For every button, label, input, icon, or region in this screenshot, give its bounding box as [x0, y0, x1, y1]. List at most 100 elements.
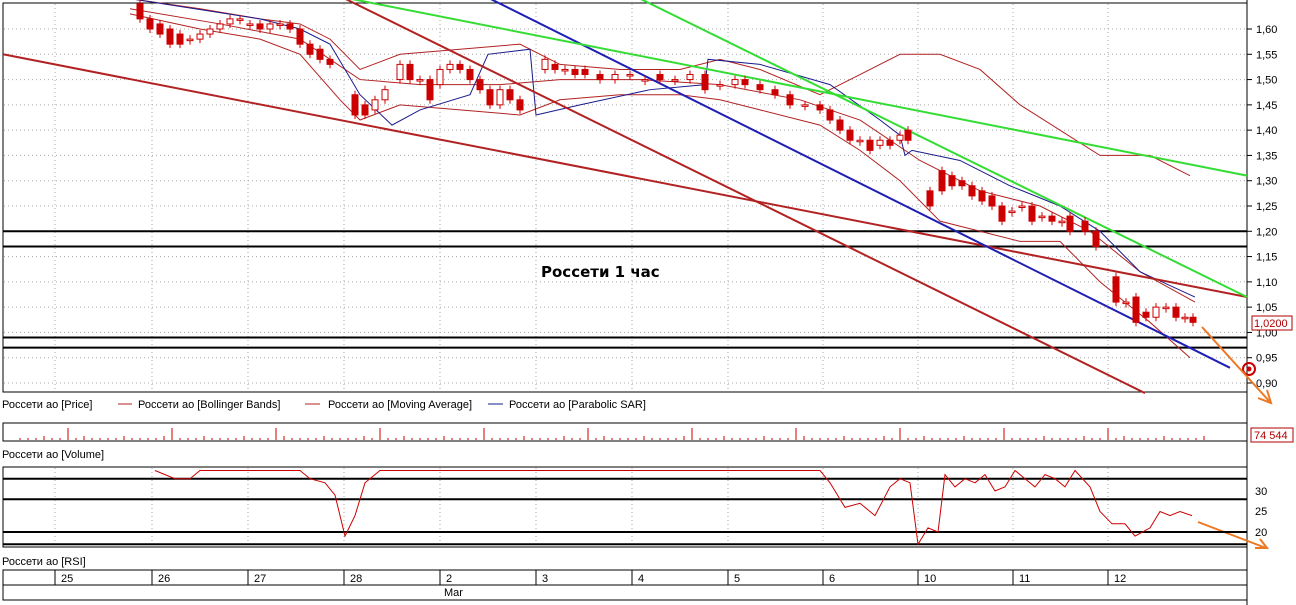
legend: Россети ао [Price] Россети ао [Bollinger… [2, 399, 646, 411]
y-tick-label: 1,20 [1256, 226, 1277, 238]
candle-body [926, 190, 934, 207]
candle-body [476, 79, 484, 91]
candle-body [1008, 210, 1016, 214]
date-label: 27 [254, 573, 266, 585]
candle-body [581, 68, 589, 76]
candle-body [551, 63, 559, 70]
y-tick-label: 1,40 [1256, 125, 1277, 137]
candle-body [1092, 230, 1100, 247]
y-tick-label: 1,05 [1256, 302, 1277, 314]
y-tick-label: 0,95 [1256, 353, 1277, 365]
volume-bars [19, 428, 1205, 440]
y-tick-label: 1,30 [1256, 176, 1277, 188]
candle-body [216, 23, 224, 30]
forecast-arrow-price [1201, 326, 1271, 403]
candle-body [1018, 205, 1026, 208]
candle-body [1132, 296, 1140, 323]
price-candles [136, 0, 1197, 327]
candle-body [1152, 306, 1160, 318]
candle-body [904, 129, 912, 141]
candle-body [786, 94, 794, 106]
last-price-badge [1251, 315, 1293, 331]
candle-body [866, 139, 874, 151]
candle-body [1028, 205, 1036, 222]
candle-body [226, 18, 234, 25]
trend-line-blue [490, 0, 1231, 369]
candle-body [406, 63, 414, 81]
candle-body [656, 74, 664, 81]
trend-line-red-steep [345, 0, 1146, 395]
candle-body [256, 23, 264, 30]
candle-body [741, 79, 749, 86]
candle-body [516, 99, 524, 111]
date-label: 28 [350, 573, 362, 585]
candle-body [596, 74, 604, 81]
trend-lines [2, 0, 1248, 395]
candle-body [948, 175, 956, 187]
forecast-arrowhead-price [1257, 389, 1273, 405]
candle-body [326, 58, 334, 65]
price-panel-frame [2, 2, 1248, 393]
candle-body [146, 18, 154, 30]
candle-body [136, 3, 144, 20]
trend-line-red-lower [2, 53, 1248, 299]
candle-body [756, 84, 764, 91]
candle-body [496, 89, 504, 106]
candle-body [1189, 316, 1197, 323]
candle-body [541, 58, 549, 70]
date-label: 11 [1019, 573, 1030, 585]
candle-body [456, 63, 464, 70]
candle-body [896, 134, 904, 141]
candle-body [958, 180, 966, 187]
candle-body [1122, 301, 1130, 305]
candle-body [686, 74, 694, 81]
candle-body [1181, 316, 1189, 320]
horizontal-levels [3, 230, 1247, 349]
candle-body [156, 23, 164, 35]
trend-line-green-steep [640, 0, 1248, 298]
candle-body [1038, 215, 1046, 219]
y-tick-label: 1,50 [1256, 75, 1277, 87]
price-y-axis: 1,60 1,55 1,50 1,45 1,40 1,35 1,30 1,25 1,20 1,15… [1247, 24, 1277, 390]
date-label: 3 [542, 573, 548, 585]
candle-body [206, 28, 214, 35]
target-marker [1242, 362, 1256, 376]
candle-body [816, 104, 824, 111]
candle-body [486, 89, 494, 106]
rsi-tick-20: 20 [1255, 527, 1267, 539]
candle-body [446, 63, 454, 70]
bollinger-lower [129, 13, 1191, 359]
candle-body [846, 129, 854, 141]
y-tick-label: 1,10 [1256, 277, 1277, 289]
candle-body [351, 94, 359, 116]
candle-body [826, 109, 834, 121]
volume-value: 74 544 [1254, 430, 1288, 442]
legend-sar: Россети ао [Parabolic SAR] [509, 399, 646, 411]
candle-body [276, 23, 284, 26]
candle-body [246, 23, 254, 26]
candle-body [466, 68, 474, 81]
rsi-line [154, 469, 1193, 546]
volume-label: Россети ао [Volume] [2, 449, 104, 461]
candle-body [856, 139, 864, 143]
chart-title: Россети 1 час [541, 263, 660, 281]
candle-body [166, 28, 174, 45]
date-label: 10 [924, 573, 936, 585]
rsi-tick-30: 30 [1255, 486, 1267, 498]
y-tick-label: 1,25 [1256, 201, 1277, 213]
rsi-panel-frame [2, 466, 1248, 548]
candle-body [266, 23, 274, 30]
date-label: 2 [446, 573, 452, 585]
candle-body [988, 195, 996, 207]
candle-body [1172, 306, 1180, 318]
candle-body [968, 185, 976, 197]
date-label: 25 [61, 573, 73, 585]
candle-body [876, 139, 884, 146]
month-label: Mar [444, 587, 463, 599]
candle-body [978, 190, 986, 202]
legend-bollinger: Россети ао [Bollinger Bands] [138, 399, 280, 411]
candle-body [716, 84, 724, 87]
candle-body [1048, 215, 1056, 222]
date-label: 6 [829, 573, 835, 585]
y-tick-label: 1,60 [1256, 24, 1277, 36]
